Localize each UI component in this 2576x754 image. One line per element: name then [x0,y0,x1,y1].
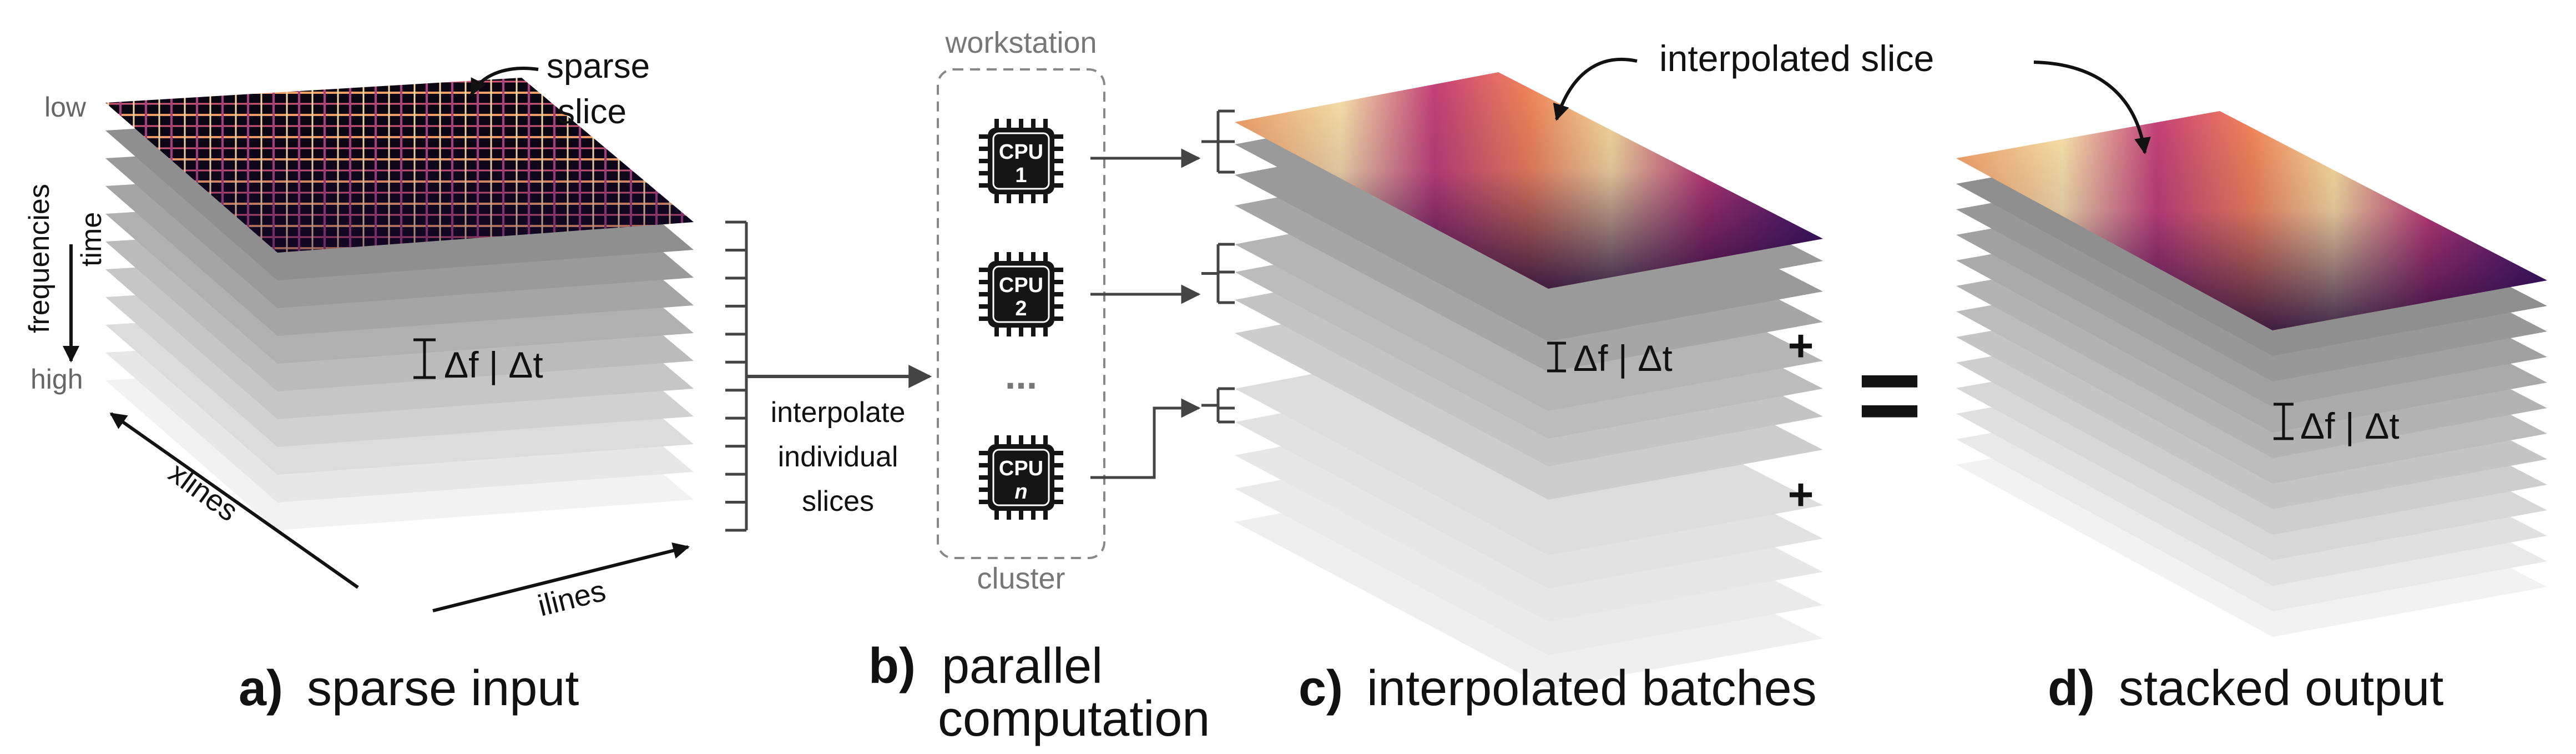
cpun-to-batchn-arrow [1090,398,1201,479]
interpolate-label-line-2: individual [778,441,898,473]
cpu-2-number: 2 [1015,297,1027,320]
batch-brackets-c [1201,109,1235,424]
caption-d: d) stacked output [2048,661,2443,716]
caption-c: c) interpolated batches [1299,661,1817,716]
xlines-axis-arrow [109,412,359,589]
caption-d-text: stacked output [2119,661,2443,716]
caption-c-letter: c) [1299,661,1343,716]
interpolate-label-line-1: interpolate [771,396,906,429]
delta-interval-c: Δf | Δt [1547,338,1673,379]
delta-interval-d: Δf | Δt [2274,403,2400,446]
top-slice-sparse [105,78,694,253]
sparse-slice-callout-arrow [470,67,539,96]
caption-d-letter: d) [2048,661,2095,716]
caption-b: b) parallel [868,639,1103,694]
interpolate-label-line-3: slices [802,485,874,517]
slice-bracket-a [725,220,748,532]
workstation-label: workstation [944,26,1097,59]
delta-interval-a: Δf | Δt [413,338,543,385]
frequencies-axis-label: frequencies [23,184,55,333]
caption-a-text: sparse input [307,661,579,716]
cpu-3-number: n [1014,480,1027,504]
caption-a: a) sparse input [239,661,579,716]
time-axis-label: time [75,212,108,267]
cpu-3-label: CPU [999,457,1043,480]
top-slice-interpolated-d [1956,111,2547,330]
panel-d-stacked-output: Δf | Δt d) stacked output [1956,61,2547,716]
equals-sign: = [1857,333,1922,457]
plus-sign-2: + [1788,470,1814,519]
low-label: low [44,92,87,123]
delta-f-t-label-a: Δf | Δt [444,344,543,385]
caption-b-letter: b) [868,639,916,694]
sparse-slice-callout-line-1: sparse [547,47,650,86]
interpolated-slice-callout-arrow-d [2033,61,2151,154]
caption-c-text: interpolated batches [1367,661,1817,716]
caption-b-line-2: computation [938,691,1210,747]
interpolated-slice-callout: interpolated slice [1659,38,1934,79]
cpu-1-label: CPU [999,140,1043,164]
cluster-label: cluster [977,562,1065,595]
top-slice-interpolated-c [1235,72,1823,289]
cpu-1-number: 1 [1015,164,1027,187]
plus-sign-1: + [1788,321,1814,370]
sparse-slice-callout-line-2: slice [558,93,627,131]
caption-b-line-1: parallel [942,639,1103,694]
ilines-axis-arrow [432,542,690,612]
caption-a-letter: a) [239,661,283,716]
cpu-2-label: CPU [999,274,1043,297]
delta-f-t-label-c: Δf | Δt [1573,338,1673,379]
interpolated-slice-callout-arrow-c [1553,57,1638,121]
cpu-ellipsis: ... [1005,354,1037,397]
cluster-dashed-box [937,68,1105,559]
panel-a-sparse-input: sparse slice low high frequencies time Δ… [23,47,932,716]
delta-f-t-label-d: Δf | Δt [2300,405,2400,446]
panel-c-interpolated-batches: interpolated slice Δf | Δt + + c) interp… [1201,38,1934,716]
high-label: high [31,364,83,395]
